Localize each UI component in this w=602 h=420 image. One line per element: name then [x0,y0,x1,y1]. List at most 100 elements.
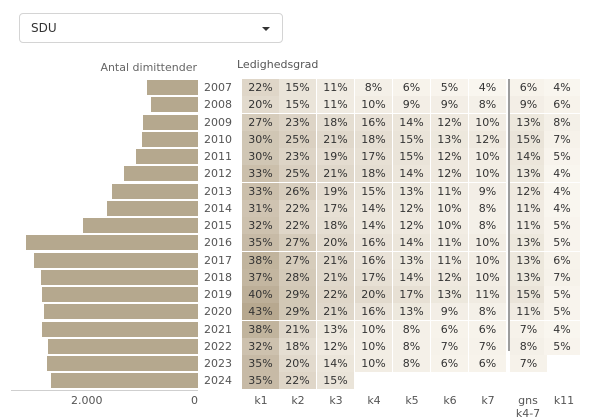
cell-2024-k1: 35% [242,372,279,389]
cell-2011-k3: 19% [317,148,354,165]
graduates-bar-2021 [42,322,198,337]
year-labels: 2007 2008 2009 2010 2011 2012 2013 2014 2015 2016… [198,0,240,414]
cell-2022-k11: 5% [544,338,580,355]
year-label-2020: 2020 [204,305,232,318]
cell-2017-k1: 38% [242,252,279,269]
year-label-2008: 2008 [204,98,232,111]
cell-2022-k4: 10% [355,338,392,355]
cell-2014-k2: 22% [279,200,316,217]
institution-dropdown[interactable]: SDU [19,13,283,43]
cell-2015-k7: 8% [469,217,506,234]
cell-2012-k11: 4% [544,165,580,182]
cell-2021-k7: 6% [469,321,506,338]
cell-2012-k2: 25% [279,165,316,182]
cell-2023-gns-k4-7: 7% [510,355,547,372]
year-label-2014: 2014 [204,202,232,215]
cell-2014-k5: 12% [393,200,430,217]
cell-2010-k6: 13% [431,131,468,148]
year-label-2016: 2016 [204,236,232,249]
cell-2020-k1: 43% [242,303,279,320]
graduates-bar-2014 [107,201,198,216]
cell-2013-k2: 26% [279,183,316,200]
cell-2010-k11: 7% [544,131,580,148]
cell-2015-k4: 14% [355,217,392,234]
cell-2016-k11: 5% [544,234,580,251]
cell-2008-gns-k4-7: 9% [510,96,547,113]
year-label-2017: 2017 [204,254,232,267]
graduates-bar-2013 [112,184,198,199]
cell-2011-k6: 12% [431,148,468,165]
cell-2017-gns-k4-7: 13% [510,252,547,269]
cell-2015-k6: 10% [431,217,468,234]
cell-2012-k7: 10% [469,165,506,182]
cell-2010-gns-k4-7: 15% [510,131,547,148]
cell-2007-k6: 5% [431,79,468,96]
cell-2010-k3: 21% [317,131,354,148]
year-label-2024: 2024 [204,374,232,387]
cell-2022-k5: 8% [393,338,430,355]
cell-2007-k7: 4% [469,79,506,96]
year-label-2013: 2013 [204,185,232,198]
cell-2023-k2: 20% [279,355,316,372]
cell-2021-gns-k4-7: 7% [510,321,547,338]
cell-2008-k3: 11% [317,96,354,113]
cell-2020-k3: 21% [317,303,354,320]
graduates-bar-2011 [136,149,198,164]
cell-2024-k3: 15% [317,372,354,389]
cell-2016-k6: 11% [431,234,468,251]
year-label-2023: 2023 [204,357,232,370]
graduates-bar-2019 [42,287,198,302]
bars-axis-tick-0: 0 [191,394,198,407]
year-label-2022: 2022 [204,340,232,353]
cell-2013-k1: 33% [242,183,279,200]
graduates-bar-2023 [47,356,198,371]
graduates-chart-title: Antal dimittender [100,61,197,74]
cell-2019-k4: 20% [355,286,392,303]
column-header-k4: k4 [367,394,381,407]
cell-2008-k1: 20% [242,96,279,113]
cell-2019-k2: 29% [279,286,316,303]
cell-2008-k4: 10% [355,96,392,113]
cell-2007-k11: 4% [544,79,580,96]
cell-2015-gns-k4-7: 11% [510,217,547,234]
cell-2020-k5: 13% [393,303,430,320]
graduates-bar-2012 [124,166,198,181]
graduates-bar-2008 [151,97,198,112]
cell-2008-k5: 9% [393,96,430,113]
cell-2019-k1: 40% [242,286,279,303]
year-label-2007: 2007 [204,81,232,94]
graduates-bar-chart: 2.000 0 [0,0,200,414]
cell-2023-k5: 8% [393,355,430,372]
graduates-bar-2018 [41,270,198,285]
cell-2017-k4: 16% [355,252,392,269]
cell-2018-k6: 12% [431,269,468,286]
cell-2019-k6: 13% [431,286,468,303]
cell-2009-k7: 10% [469,114,506,131]
graduates-bar-2015 [83,218,198,233]
cell-2020-k7: 8% [469,303,506,320]
cell-2008-k7: 8% [469,96,506,113]
cell-2021-k4: 10% [355,321,392,338]
cell-2008-k11: 6% [544,96,580,113]
cell-2013-k5: 13% [393,183,430,200]
year-label-2011: 2011 [204,150,232,163]
cell-2008-k6: 9% [431,96,468,113]
graduates-bar-2007 [147,80,198,95]
cell-2007-k5: 6% [393,79,430,96]
cell-2007-k2: 15% [279,79,316,96]
cell-2012-gns-k4-7: 13% [510,165,547,182]
graduates-bar-2016 [26,235,198,250]
cell-2017-k7: 10% [469,252,506,269]
cell-2010-k1: 30% [242,131,279,148]
cell-2013-k7: 9% [469,183,506,200]
cell-2014-k1: 31% [242,200,279,217]
cell-2017-k5: 13% [393,252,430,269]
cell-2013-k4: 15% [355,183,392,200]
cell-2012-k1: 33% [242,165,279,182]
cell-2009-k5: 14% [393,114,430,131]
cell-2021-k3: 13% [317,321,354,338]
cell-2024-k2: 22% [279,372,316,389]
cell-2020-k6: 9% [431,303,468,320]
cell-2023-k6: 6% [431,355,468,372]
cell-2022-gns-k4-7: 8% [510,338,547,355]
